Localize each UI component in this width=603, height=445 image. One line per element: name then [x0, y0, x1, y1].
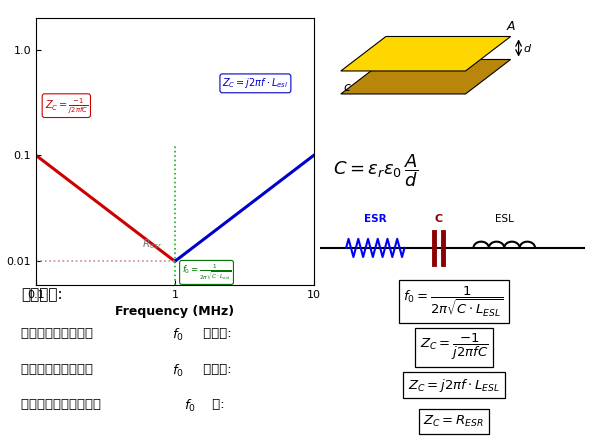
Text: 以下时:: 以下时:: [199, 327, 232, 340]
Text: $R_{esr}$: $R_{esr}$: [142, 238, 163, 251]
Text: $\mathit{f_0}$: $\mathit{f_0}$: [184, 398, 196, 414]
Text: 当电容器工作频率接近: 当电容器工作频率接近: [21, 398, 106, 411]
Text: ESR: ESR: [364, 214, 387, 224]
Text: 以上时:: 以上时:: [199, 363, 232, 376]
Text: 时:: 时:: [208, 398, 225, 411]
Text: c: c: [344, 81, 350, 93]
Text: $\mathit{f_0}$: $\mathit{f_0}$: [172, 327, 184, 343]
Text: $\mathit{f_0}$: $\mathit{f_0}$: [172, 363, 184, 379]
Text: $Z_C = \frac{-1}{j2\pi fC}$: $Z_C = \frac{-1}{j2\pi fC}$: [45, 96, 88, 115]
Text: 谐振频率:: 谐振频率:: [21, 287, 63, 302]
Text: $Z_C = R_{ESR}$: $Z_C = R_{ESR}$: [423, 414, 484, 429]
Text: C: C: [434, 214, 443, 224]
Y-axis label: Capacitor Impedance (Zc): Capacitor Impedance (Zc): [0, 79, 1, 224]
Text: 当电容器工作频率在: 当电容器工作频率在: [21, 363, 97, 376]
Text: ESL: ESL: [495, 214, 514, 224]
Text: $f_0 = \frac{1}{2\pi\sqrt{C \cdot L_{esl}}}$: $f_0 = \frac{1}{2\pi\sqrt{C \cdot L_{esl…: [182, 263, 232, 282]
Polygon shape: [341, 60, 511, 94]
Text: $Z_C = \dfrac{-1}{j2\pi fC}$: $Z_C = \dfrac{-1}{j2\pi fC}$: [420, 332, 488, 362]
Text: $Z_C = j2\pi f \cdot L_{esl}$: $Z_C = j2\pi f \cdot L_{esl}$: [223, 77, 288, 90]
Text: $f_0 = \dfrac{1}{2\pi\sqrt{C \cdot L_{ESL}}}$: $f_0 = \dfrac{1}{2\pi\sqrt{C \cdot L_{ES…: [403, 284, 504, 319]
Text: A: A: [507, 20, 515, 32]
Polygon shape: [341, 36, 511, 71]
Text: d: d: [524, 44, 531, 54]
Text: 当电容器工作频率在: 当电容器工作频率在: [21, 327, 97, 340]
Text: $C = \varepsilon_r\varepsilon_0\,\dfrac{A}{d}$: $C = \varepsilon_r\varepsilon_0\,\dfrac{…: [333, 152, 418, 189]
Text: $Z_C = j2\pi f \cdot L_{ESL}$: $Z_C = j2\pi f \cdot L_{ESL}$: [408, 377, 500, 394]
X-axis label: Frequency (MHz): Frequency (MHz): [115, 305, 235, 318]
